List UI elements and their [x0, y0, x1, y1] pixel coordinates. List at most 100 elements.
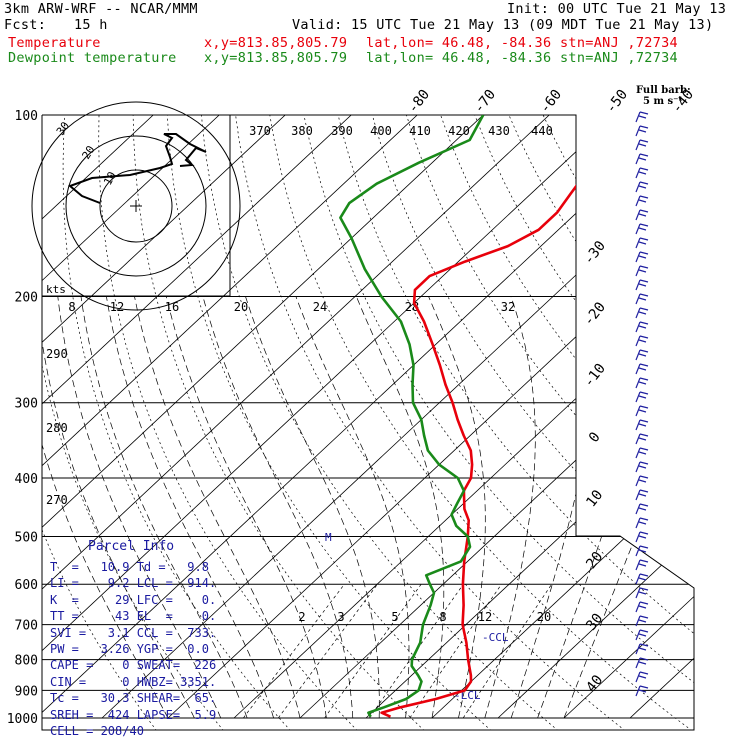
hodograph-ring-label: 20 [80, 143, 98, 161]
parcel-info-row: SVI = 3.1 CCL = 733. [50, 625, 217, 640]
moist-adiabat [428, 296, 486, 719]
wind-barb [639, 433, 649, 437]
wind-barb [635, 405, 641, 417]
dry-adiabat [611, 115, 694, 730]
wind-barb [635, 321, 641, 333]
isotherm-line [167, 115, 694, 719]
wind-barb [638, 213, 647, 217]
isotherm-line [42, 115, 484, 719]
isotherm-line [299, 115, 694, 719]
hodograph-ring-label: 10 [101, 170, 119, 188]
wind-barb [638, 521, 647, 525]
wind-barb [638, 255, 647, 259]
temperature-profile [380, 115, 650, 718]
temperature-legend: Temperature [8, 35, 101, 51]
isotherm-line [42, 115, 616, 719]
dry-adiabat [576, 115, 694, 730]
wind-barb [638, 409, 647, 413]
wind-barb [638, 171, 647, 175]
wind-barb [635, 685, 641, 697]
wind-barb [639, 349, 649, 353]
mixing-ratio-label: 12 [478, 610, 492, 624]
temperature-latlon: lat,lon= 46.48, -84.36 [366, 35, 552, 51]
wind-barb [638, 129, 647, 133]
wind-barb [639, 125, 649, 129]
wind-barb [638, 227, 647, 231]
wind-barb [639, 587, 649, 591]
isotherm-label: -80 [405, 87, 433, 117]
wind-barb [638, 689, 647, 693]
temperature-xy: x,y=813.85,805.79 [204, 35, 348, 51]
theta-label-top: 420 [448, 124, 470, 138]
isotherm-label: -50 [603, 87, 631, 117]
dry-adiabat [166, 115, 492, 730]
wind-barb [639, 517, 649, 521]
dry-adiabat [98, 115, 358, 730]
isotherm-label: 20 [583, 549, 606, 572]
hodograph-ring [31, 101, 241, 311]
wind-barb [638, 297, 647, 301]
isotherm-label: 0 [586, 429, 604, 445]
parcel-info-row: LI = 9.2 LCL = 914. [50, 576, 217, 591]
wind-barb [638, 437, 647, 441]
theta-label-left: 290 [46, 347, 68, 361]
hodograph-ring-label: 30 [54, 119, 72, 137]
wind-barb [639, 461, 649, 465]
mixing-ratio-label: 2 [298, 610, 305, 624]
wind-barb [638, 535, 647, 539]
hodograph-ring [65, 135, 207, 277]
theta-label-top: 430 [488, 124, 510, 138]
wind-barb [638, 241, 647, 245]
wind-barb [639, 363, 649, 367]
annotation-label: M [325, 531, 332, 544]
mixing-ratio-line [462, 584, 552, 719]
isotherm-label: -60 [537, 87, 565, 117]
wind-barb [639, 503, 649, 507]
mixing-ratio-label: 3 [337, 610, 344, 624]
wind-barb [638, 269, 647, 273]
wind-barb [635, 125, 641, 137]
wind-barb [639, 657, 649, 661]
theta-label-top: 390 [331, 124, 353, 138]
dry-adiabat [508, 115, 694, 730]
wind-barb [639, 573, 649, 577]
hodograph-ring [99, 169, 173, 243]
wind-barb [638, 563, 647, 567]
wind-barb [638, 465, 647, 469]
forecast-label: Fcst: [4, 17, 47, 33]
wind-barb [635, 587, 641, 599]
wind-barb [635, 573, 641, 585]
dry-adiabat [714, 115, 740, 731]
parcel-info-row: TT = 43 EL = 0. [50, 609, 217, 624]
pressure-tick-label: 300 [15, 397, 38, 412]
wind-barb [635, 629, 641, 641]
wind-barb [639, 671, 649, 675]
wind-barb [639, 265, 649, 269]
dry-adiabat [542, 115, 694, 730]
parcel-info-row: CIN = 0 HWBZ= 3351. [50, 674, 217, 689]
wind-barb [638, 199, 647, 203]
wind-barb [635, 307, 641, 319]
isotherm-line [563, 115, 694, 719]
wind-barb [639, 209, 649, 213]
dry-adiabat [406, 115, 694, 730]
pressure-tick-label: 200 [15, 291, 38, 306]
wind-barb [639, 153, 649, 157]
wind-barb [639, 685, 649, 689]
full-barb-units: 5 m s⁻¹ [643, 96, 683, 107]
wind-barb [635, 643, 641, 655]
wind-barb [638, 283, 647, 287]
wind-barb [638, 339, 647, 343]
moist-adiabat [563, 296, 694, 719]
dry-adiabat [303, 115, 694, 730]
mixing-ratio-line [243, 583, 345, 719]
isotherm-label: 30 [583, 611, 606, 634]
init-time: Init: 00 UTC Tue 21 May 13 [507, 1, 727, 17]
wind-barb [638, 549, 647, 553]
wind-barb [639, 545, 649, 549]
wind-barb [635, 195, 641, 207]
wind-barb [639, 167, 649, 171]
wind-barb [639, 447, 649, 451]
wind-barb [639, 377, 649, 381]
parcel-info-row: CELL = 208/40 [50, 724, 144, 738]
